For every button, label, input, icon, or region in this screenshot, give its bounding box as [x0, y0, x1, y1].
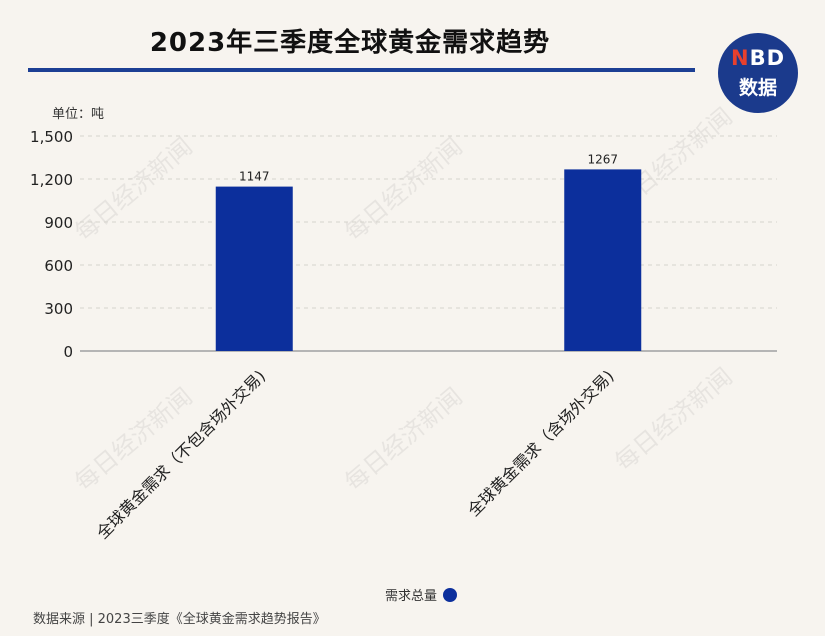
- y-tick-label: 600: [44, 257, 73, 275]
- data-source: 数据来源 | 2023三季度《全球黄金需求趋势报告》: [33, 612, 326, 627]
- bar-value-label: 1267: [587, 152, 618, 166]
- legend: 需求总量: [385, 585, 458, 604]
- y-tick-label: 300: [44, 300, 73, 318]
- bar-value-label: 1147: [239, 170, 270, 184]
- y-tick-label: 1,200: [30, 171, 73, 189]
- title-underline: [28, 68, 695, 72]
- logo-brand: NBD: [730, 46, 786, 70]
- legend-swatch: [443, 587, 458, 602]
- y-tick-label: 0: [63, 343, 73, 361]
- x-tick-label: 全球黄金需求（不包含场外交易): [93, 366, 269, 542]
- unit-label: 单位：吨: [52, 107, 105, 122]
- legend-label: 需求总量: [385, 589, 438, 604]
- bar: [215, 186, 293, 351]
- y-tick-label: 900: [44, 214, 73, 232]
- y-tick-label: 1,500: [30, 128, 73, 146]
- logo-sub: 数据: [738, 77, 777, 99]
- chart-title: 2023年三季度全球黄金需求趋势: [149, 28, 551, 58]
- bar: [564, 169, 642, 351]
- nbd-logo: NBD 数据: [718, 33, 798, 113]
- x-tick-label: 全球黄金需求（含场外交易): [464, 366, 618, 520]
